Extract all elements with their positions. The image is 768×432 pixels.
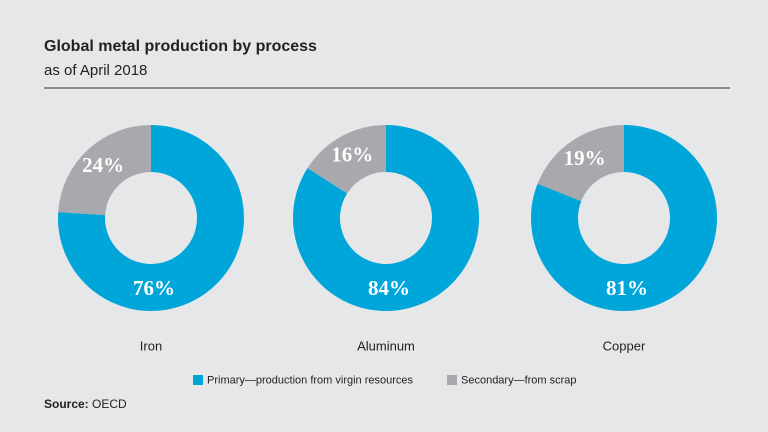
subtitle: as of April 2018 — [44, 62, 147, 79]
legend-label: Primary—production from virgin resources — [207, 374, 414, 386]
value-label: 76% — [133, 276, 175, 300]
donut-segment — [58, 125, 245, 312]
legend-swatch — [193, 375, 203, 385]
value-label: 81% — [606, 276, 648, 300]
chart-label: Aluminum — [357, 338, 415, 353]
legend-label: Secondary—from scrap — [461, 374, 577, 386]
source: Source: OECD — [44, 397, 127, 411]
donut-segment — [307, 125, 386, 194]
donut-segment — [531, 125, 717, 311]
value-label: 16% — [331, 142, 373, 166]
value-label: 24% — [82, 153, 124, 177]
value-label: 19% — [564, 146, 606, 170]
donut-segment — [537, 125, 624, 202]
donut-segment — [58, 125, 151, 216]
chart-label: Copper — [603, 338, 646, 353]
source-text: OECD — [92, 397, 127, 411]
chart-label: Iron — [140, 338, 162, 353]
value-label: 84% — [368, 276, 410, 300]
legend-swatch — [447, 375, 457, 385]
donut-segment — [292, 125, 479, 311]
source-label: Source: — [44, 397, 89, 411]
title: Global metal production by process — [44, 38, 317, 55]
